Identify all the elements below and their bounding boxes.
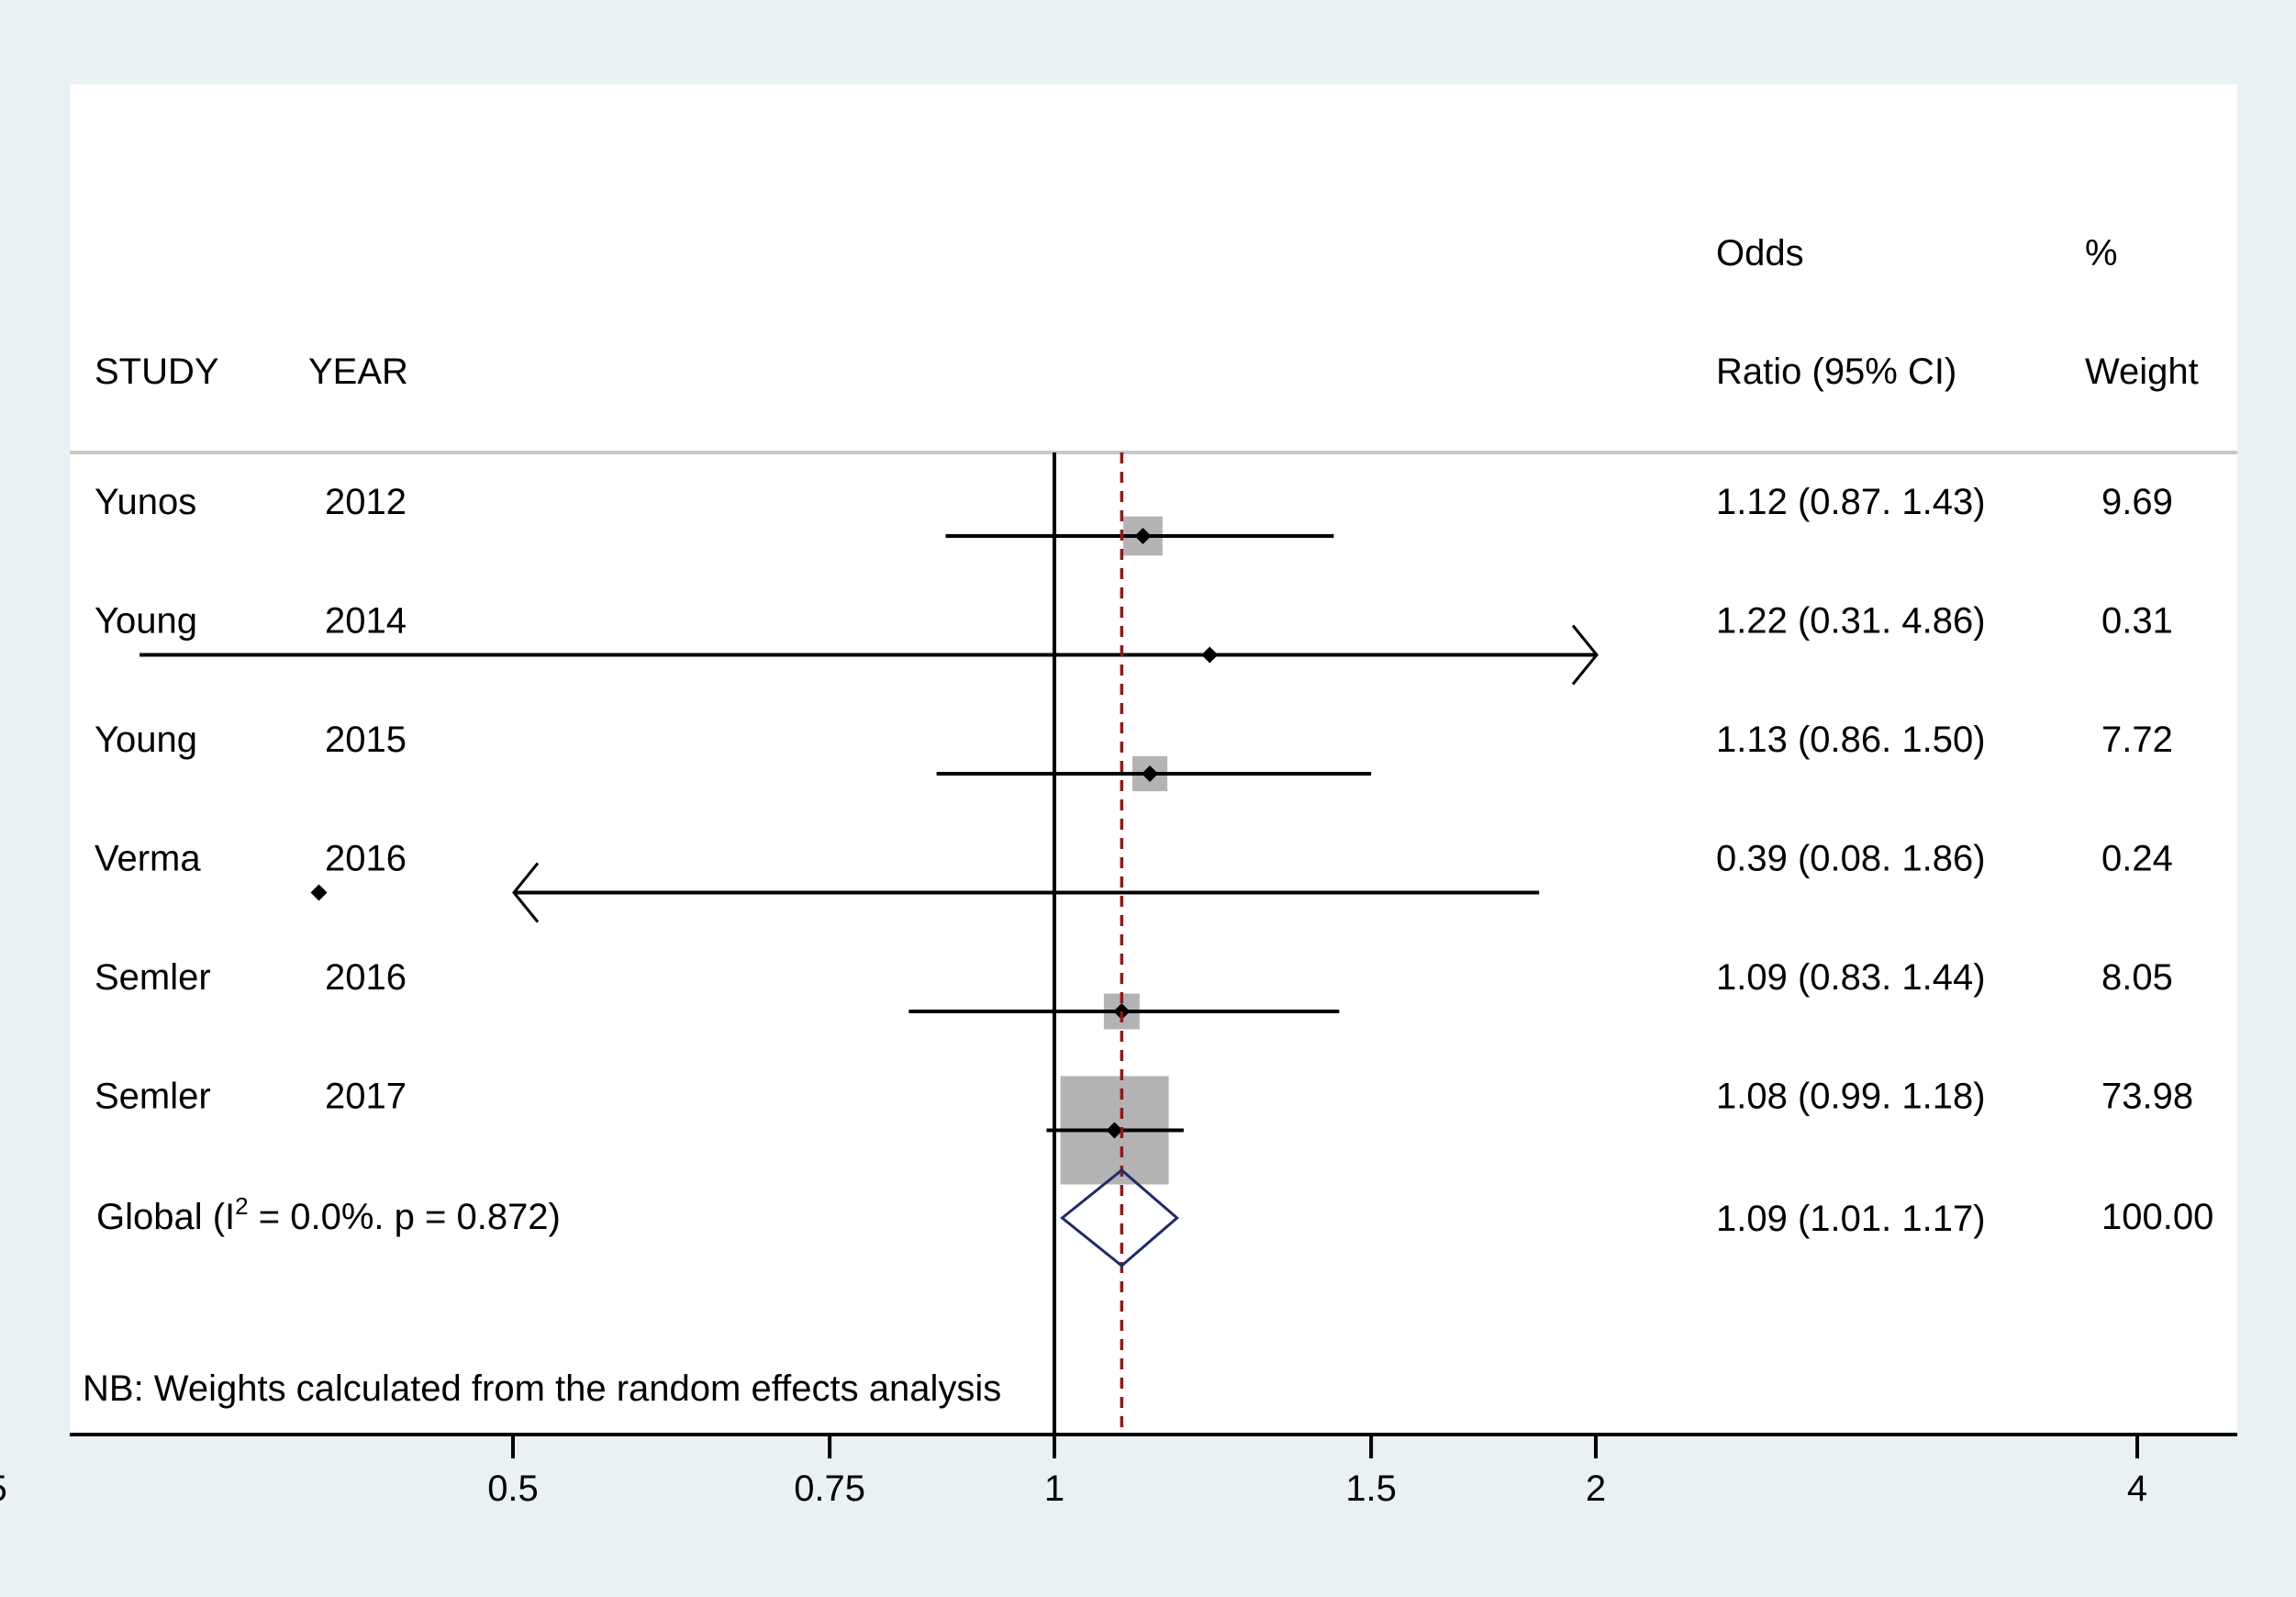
study-or-ci: 0.39 (0.08. 1.86)	[1716, 839, 1986, 879]
x-tick-label: 1.5	[1345, 1469, 1397, 1509]
study-weight: 9.69	[2101, 482, 2173, 522]
x-tick-label: 4	[2127, 1469, 2147, 1509]
study-year: 2012	[325, 482, 407, 522]
ci-arrow-left	[512, 862, 540, 923]
study-year: 2014	[325, 601, 407, 642]
footnote: NB: Weights calculated from the random e…	[83, 1368, 1001, 1409]
study-or-ci: 1.08 (0.99. 1.18)	[1716, 1077, 1986, 1117]
header-or-line2: Ratio (95% CI)	[1716, 352, 1956, 392]
header-or-line1: Odds	[1716, 233, 1804, 274]
header-year: YEAR	[308, 352, 408, 392]
study-name: Young	[95, 601, 197, 642]
study-year: 2015	[325, 720, 407, 760]
x-axis: 0.25 0.5 0.75 1 1.5 2 4	[0, 1433, 2237, 1509]
header-weight-line1: %	[2085, 233, 2118, 274]
plot-marks	[139, 452, 1599, 1435]
study-name: Yunos	[95, 482, 196, 522]
study-year: 2016	[325, 957, 407, 998]
overall-weight: 100.00	[2101, 1197, 2213, 1237]
point-estimate	[1106, 1122, 1123, 1139]
study-rows: Yunos 2012 1.12 (0.87. 1.43) 9.69 Young 2014 1…	[95, 482, 2213, 1239]
study-weight: 8.05	[2101, 957, 2173, 998]
overall-label: Global (I2 = 0.0%. p = 0.872)	[96, 1192, 561, 1237]
study-weight: 7.72	[2101, 720, 2173, 760]
x-tick-label: 0.5	[487, 1469, 539, 1509]
study-name: Semler	[95, 1077, 211, 1117]
x-tick-label: 2	[1586, 1469, 1606, 1509]
point-estimate	[1134, 528, 1152, 544]
study-or-ci: 1.09 (0.83. 1.44)	[1716, 957, 1986, 998]
study-weight: 0.31	[2101, 601, 2173, 642]
point-estimate	[310, 884, 328, 901]
overall-diamond	[1060, 1168, 1179, 1268]
study-or-ci: 1.12 (0.87. 1.43)	[1716, 482, 1986, 522]
x-tick-label: 0.25	[0, 1469, 7, 1509]
study-name: Young	[95, 720, 197, 760]
study-year: 2016	[325, 839, 407, 879]
point-estimate	[1142, 765, 1159, 782]
study-weight: 0.24	[2101, 839, 2173, 879]
study-name: Verma	[95, 839, 201, 879]
ci-arrow-right	[1571, 624, 1599, 686]
overall-or-ci: 1.09 (1.01. 1.17)	[1716, 1199, 1986, 1239]
x-tick-label: 0.75	[794, 1469, 865, 1509]
study-name: Semler	[95, 957, 211, 998]
study-year: 2017	[325, 1077, 407, 1117]
header-weight-line2: Weight	[2085, 352, 2199, 392]
study-or-ci: 1.22 (0.31. 4.86)	[1716, 601, 1986, 642]
study-weight: 73.98	[2101, 1077, 2193, 1117]
x-tick-label: 1	[1044, 1469, 1064, 1509]
study-or-ci: 1.13 (0.86. 1.50)	[1716, 720, 1986, 760]
point-estimate	[1201, 646, 1219, 664]
header-study: STUDY	[95, 352, 219, 392]
